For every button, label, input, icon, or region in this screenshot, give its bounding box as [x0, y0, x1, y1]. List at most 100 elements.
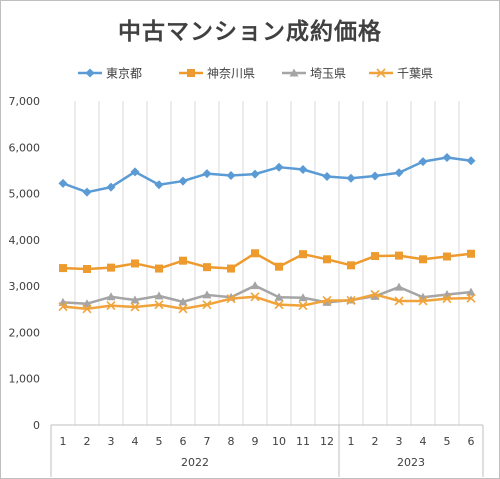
data-point — [394, 168, 404, 178]
data-point — [442, 294, 452, 304]
data-point — [203, 263, 211, 272]
x-tick-label: 4 — [132, 435, 139, 448]
legend-marker — [187, 69, 195, 77]
data-point — [107, 263, 115, 272]
data-point — [179, 256, 187, 265]
data-point — [202, 169, 212, 179]
data-point — [154, 180, 164, 190]
data-point — [346, 173, 356, 183]
data-point — [442, 152, 452, 162]
data-point — [466, 156, 476, 166]
data-point — [178, 176, 188, 186]
data-point — [130, 167, 140, 177]
legend-marker — [85, 68, 95, 78]
x-tick-label: 4 — [420, 435, 427, 448]
x-tick-label: 12 — [320, 435, 334, 448]
data-point — [82, 299, 92, 308]
chart-title: 中古マンション成約価格 — [118, 19, 382, 45]
data-point — [226, 294, 236, 304]
x-tick-label: 2 — [372, 435, 379, 448]
data-point — [154, 300, 164, 310]
data-point — [58, 178, 68, 188]
y-tick-label: 3,000 — [9, 280, 41, 293]
data-point — [155, 264, 163, 273]
data-point — [418, 157, 428, 167]
data-point — [322, 171, 332, 181]
x-tick-label: 2 — [84, 435, 91, 448]
legend-label: 神奈川県 — [207, 67, 255, 81]
y-tick-label: 7,000 — [9, 95, 41, 108]
data-point — [106, 292, 116, 301]
data-point — [274, 300, 284, 310]
data-point — [250, 281, 260, 290]
data-point — [275, 262, 283, 271]
data-point — [323, 255, 331, 264]
data-point — [395, 251, 403, 260]
series-line-4 — [62, 293, 472, 311]
data-point — [298, 165, 308, 175]
data-point — [466, 287, 476, 296]
data-point — [82, 187, 92, 197]
data-point — [106, 182, 116, 192]
year-group-label: 2022 — [181, 456, 209, 469]
series-line-3 — [62, 284, 472, 305]
legend-marker — [376, 68, 386, 78]
data-point — [370, 171, 380, 181]
data-point — [274, 292, 284, 301]
legend-label: 千葉県 — [397, 67, 433, 81]
x-tick-label: 9 — [252, 435, 259, 448]
y-tick-label: 0 — [33, 419, 40, 432]
data-point — [59, 264, 67, 273]
y-tick-label: 2,000 — [9, 326, 41, 339]
x-tick-label: 10 — [272, 435, 286, 448]
y-tick-label: 1,000 — [9, 373, 41, 386]
data-point — [418, 296, 428, 306]
y-tick-label: 4,000 — [9, 234, 41, 247]
data-point — [154, 291, 164, 300]
x-tick-label: 5 — [444, 435, 451, 448]
data-point — [394, 296, 404, 306]
data-point — [394, 282, 404, 291]
x-tick-label: 6 — [180, 435, 187, 448]
data-point — [82, 304, 92, 314]
data-point — [58, 301, 68, 312]
data-point — [346, 295, 356, 306]
data-point — [347, 261, 355, 270]
data-point — [298, 301, 308, 311]
data-point — [227, 264, 235, 273]
data-point — [298, 293, 308, 302]
data-point — [130, 302, 140, 312]
data-point — [226, 171, 236, 181]
data-point — [251, 249, 259, 258]
data-point — [130, 295, 140, 304]
data-point — [202, 290, 212, 299]
legend-label: 東京都 — [106, 67, 142, 81]
data-point — [466, 293, 476, 303]
x-tick-label: 6 — [468, 435, 475, 448]
x-tick-label: 5 — [156, 435, 163, 448]
data-point — [178, 297, 188, 306]
series-line-1 — [62, 156, 472, 194]
x-tick-label: 7 — [204, 435, 211, 448]
x-tick-label: 3 — [108, 435, 115, 448]
data-point — [274, 162, 284, 172]
data-point — [322, 295, 332, 306]
data-point — [178, 304, 188, 314]
x-tick-label: 1 — [348, 435, 355, 448]
data-point — [370, 289, 380, 300]
data-point — [443, 252, 451, 261]
data-point — [419, 255, 427, 264]
y-tick-label: 5,000 — [9, 188, 41, 201]
y-tick-label: 6,000 — [9, 141, 41, 154]
data-point — [83, 265, 91, 274]
data-point — [299, 250, 307, 259]
x-tick-label: 11 — [296, 435, 310, 448]
x-tick-label: 8 — [228, 435, 235, 448]
x-tick-label: 1 — [60, 435, 67, 448]
data-point — [202, 300, 212, 310]
x-tick-label: 3 — [396, 435, 403, 448]
data-point — [467, 249, 475, 258]
data-point — [131, 259, 139, 268]
